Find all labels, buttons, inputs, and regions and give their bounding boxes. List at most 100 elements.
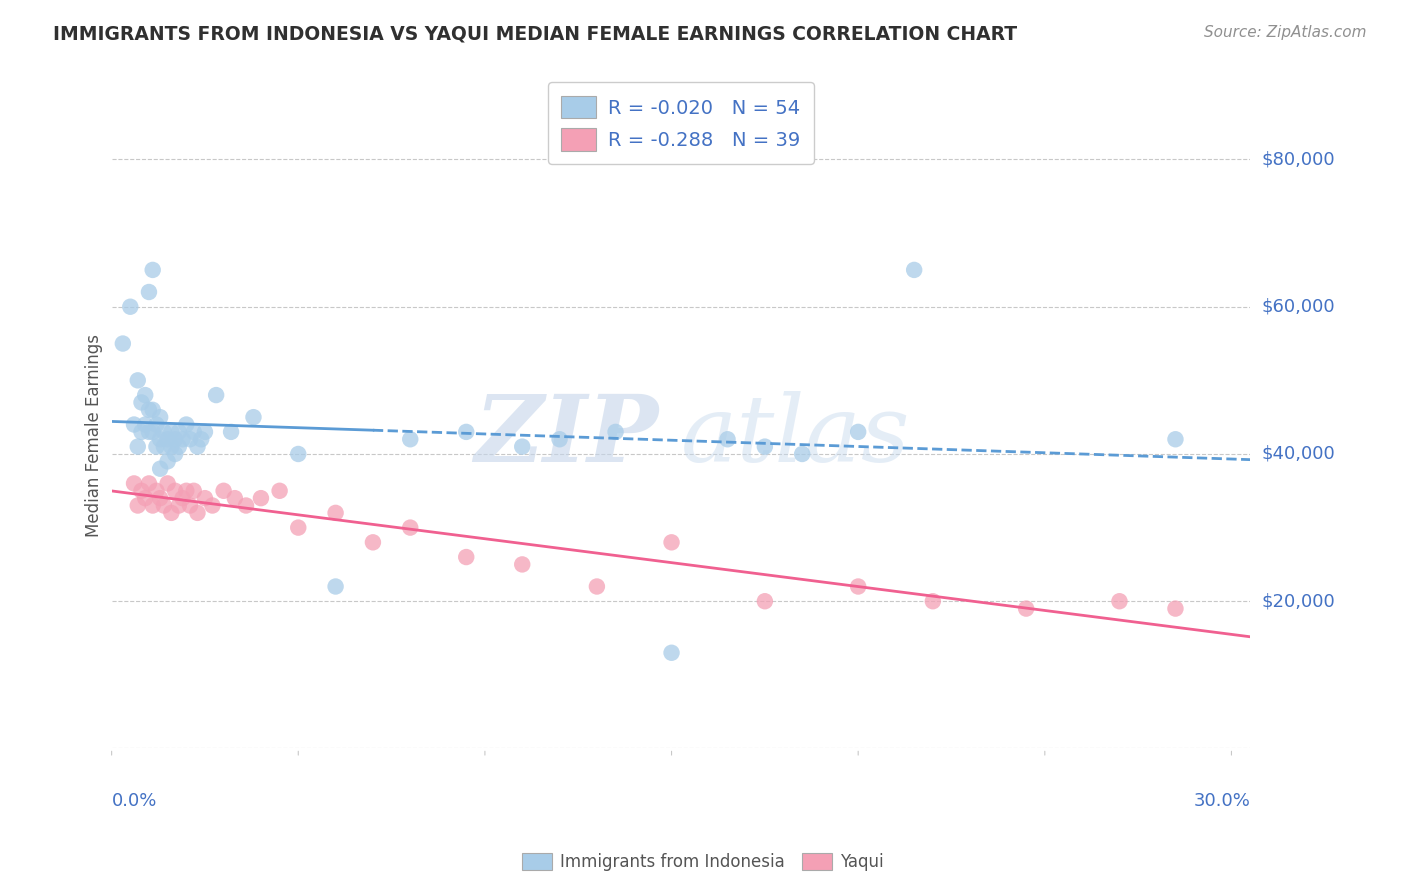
Point bbox=[716, 432, 738, 446]
Point bbox=[142, 402, 165, 417]
Point bbox=[138, 402, 160, 417]
Point bbox=[183, 483, 205, 498]
Point bbox=[1108, 594, 1130, 608]
Point bbox=[145, 440, 167, 454]
Point bbox=[661, 535, 683, 549]
Point bbox=[122, 417, 145, 432]
Point bbox=[131, 425, 153, 439]
Point bbox=[548, 432, 571, 446]
Point bbox=[179, 432, 201, 446]
Point bbox=[1164, 432, 1187, 446]
Point bbox=[179, 499, 201, 513]
Point bbox=[661, 646, 683, 660]
Point bbox=[153, 440, 176, 454]
Text: ZIP: ZIP bbox=[474, 391, 658, 481]
Point bbox=[190, 432, 212, 446]
Point bbox=[156, 454, 179, 468]
Point bbox=[153, 425, 176, 439]
Point bbox=[149, 432, 172, 446]
Point bbox=[131, 483, 153, 498]
Point bbox=[142, 425, 165, 439]
Point bbox=[183, 425, 205, 439]
Point bbox=[754, 594, 776, 608]
Point bbox=[134, 388, 156, 402]
Point bbox=[605, 425, 627, 439]
Point bbox=[510, 440, 533, 454]
Point bbox=[149, 461, 172, 475]
Point bbox=[156, 432, 179, 446]
Point bbox=[846, 425, 869, 439]
Point bbox=[138, 425, 160, 439]
Point bbox=[201, 499, 224, 513]
Point bbox=[134, 491, 156, 505]
Text: $80,000: $80,000 bbox=[1261, 151, 1336, 169]
Point bbox=[131, 395, 153, 409]
Point bbox=[127, 440, 149, 454]
Point bbox=[165, 483, 187, 498]
Point bbox=[138, 285, 160, 299]
Point bbox=[235, 499, 257, 513]
Point bbox=[165, 432, 187, 446]
Text: $20,000: $20,000 bbox=[1261, 592, 1336, 610]
Point bbox=[399, 520, 422, 534]
Text: 30.0%: 30.0% bbox=[1194, 792, 1250, 810]
Point bbox=[212, 483, 235, 498]
Point bbox=[205, 388, 228, 402]
Point bbox=[219, 425, 242, 439]
Text: $40,000: $40,000 bbox=[1261, 445, 1336, 463]
Point bbox=[846, 580, 869, 594]
Point bbox=[127, 499, 149, 513]
Point bbox=[153, 499, 176, 513]
Text: 0.0%: 0.0% bbox=[111, 792, 157, 810]
Point bbox=[510, 558, 533, 572]
Point bbox=[165, 447, 187, 461]
Point bbox=[194, 491, 217, 505]
Y-axis label: Median Female Earnings: Median Female Earnings bbox=[86, 334, 103, 537]
Point bbox=[167, 425, 190, 439]
Point bbox=[134, 417, 156, 432]
Point bbox=[361, 535, 384, 549]
Text: Source: ZipAtlas.com: Source: ZipAtlas.com bbox=[1204, 25, 1367, 40]
Point bbox=[287, 520, 309, 534]
Point bbox=[186, 440, 208, 454]
Point bbox=[174, 417, 197, 432]
Point bbox=[186, 506, 208, 520]
Point bbox=[127, 373, 149, 387]
Point bbox=[456, 550, 478, 565]
Point bbox=[145, 417, 167, 432]
Legend: R = -0.020   N = 54, R = -0.288   N = 39: R = -0.020 N = 54, R = -0.288 N = 39 bbox=[548, 82, 814, 164]
Point bbox=[120, 300, 142, 314]
Point bbox=[456, 425, 478, 439]
Point bbox=[792, 447, 814, 461]
Point bbox=[145, 483, 167, 498]
Text: $60,000: $60,000 bbox=[1261, 298, 1336, 316]
Point bbox=[325, 506, 347, 520]
Point bbox=[903, 263, 925, 277]
Point bbox=[194, 425, 217, 439]
Point bbox=[160, 425, 183, 439]
Point bbox=[250, 491, 273, 505]
Point bbox=[160, 506, 183, 520]
Point bbox=[586, 580, 609, 594]
Point bbox=[174, 483, 197, 498]
Point bbox=[242, 410, 264, 425]
Text: atlas: atlas bbox=[681, 391, 910, 481]
Point bbox=[224, 491, 246, 505]
Point bbox=[269, 483, 291, 498]
Point bbox=[399, 432, 422, 446]
Text: IMMIGRANTS FROM INDONESIA VS YAQUI MEDIAN FEMALE EARNINGS CORRELATION CHART: IMMIGRANTS FROM INDONESIA VS YAQUI MEDIA… bbox=[53, 25, 1018, 44]
Point bbox=[1015, 601, 1038, 615]
Point bbox=[921, 594, 943, 608]
Point bbox=[111, 336, 134, 351]
Point bbox=[156, 476, 179, 491]
Point bbox=[149, 410, 172, 425]
Point bbox=[172, 491, 194, 505]
Point bbox=[142, 263, 165, 277]
Point bbox=[138, 476, 160, 491]
Point bbox=[142, 499, 165, 513]
Point bbox=[172, 432, 194, 446]
Point bbox=[149, 491, 172, 505]
Point bbox=[167, 499, 190, 513]
Point bbox=[167, 440, 190, 454]
Point bbox=[287, 447, 309, 461]
